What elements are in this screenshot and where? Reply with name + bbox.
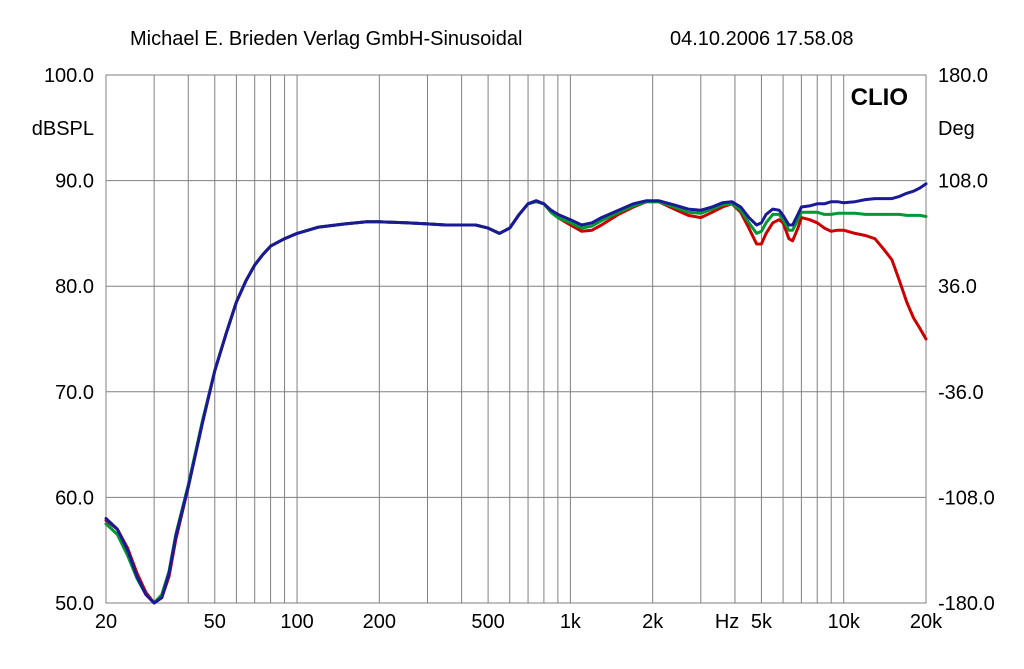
y-right-unit-label: Deg <box>938 118 975 140</box>
x-tick-label: 1k <box>560 611 582 633</box>
x-tick-label: 5k <box>751 611 773 633</box>
y-right-tick-label: 36.0 <box>938 276 977 298</box>
y-left-tick-label: 50.0 <box>55 593 94 615</box>
y-left-tick-label: 70.0 <box>55 382 94 404</box>
chart-container: Michael E. Brieden Verlag GmbH-Sinusoida… <box>0 0 1024 669</box>
y-left-tick-label: 80.0 <box>55 276 94 298</box>
x-tick-label: 50 <box>204 611 226 633</box>
clio-watermark: CLIO <box>851 84 908 111</box>
y-right-tick-label: -108.0 <box>938 487 995 509</box>
x-tick-label: 2k <box>642 611 664 633</box>
y-left-unit-label: dBSPL <box>32 118 94 140</box>
y-right-tick-label: 180.0 <box>938 65 988 87</box>
x-tick-label: 20 <box>95 611 117 633</box>
x-tick-label: 200 <box>363 611 396 633</box>
y-right-tick-label: -36.0 <box>938 382 984 404</box>
chart-timestamp: 04.10.2006 17.58.08 <box>670 28 854 50</box>
x-tick-label: 100 <box>280 611 313 633</box>
x-unit-label: Hz <box>715 611 739 633</box>
plot-area <box>106 75 926 603</box>
y-right-tick-label: -180.0 <box>938 593 995 615</box>
y-left-tick-label: 100.0 <box>44 65 94 87</box>
x-tick-label: 500 <box>471 611 504 633</box>
y-left-tick-label: 60.0 <box>55 487 94 509</box>
x-tick-label: 10k <box>828 611 861 633</box>
y-left-tick-label: 90.0 <box>55 171 94 193</box>
frequency-response-chart: Michael E. Brieden Verlag GmbH-Sinusoida… <box>0 0 1024 669</box>
y-right-tick-label: 108.0 <box>938 171 988 193</box>
chart-title: Michael E. Brieden Verlag GmbH-Sinusoida… <box>130 28 522 50</box>
